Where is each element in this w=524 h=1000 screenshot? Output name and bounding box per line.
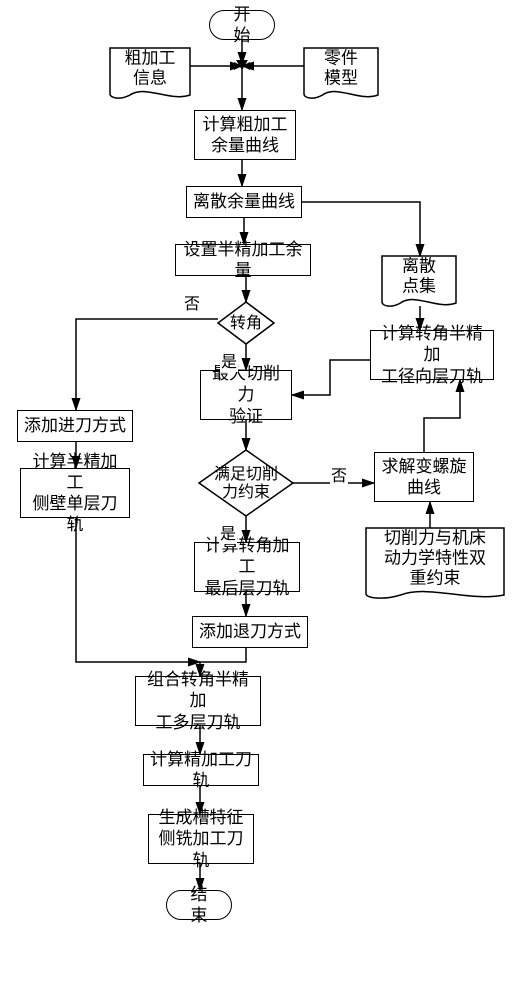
discretize-process: 离散余量曲线 bbox=[186, 186, 302, 218]
svg-text:切削力与机床: 切削力与机床 bbox=[384, 529, 486, 548]
add-lead-in-process: 添加进刀方式 bbox=[17, 410, 133, 442]
calc-finish-label: 计算精加工刀轨 bbox=[150, 749, 252, 792]
gen-slot-process: 生成槽特征 侧铣加工刀轨 bbox=[148, 814, 254, 864]
svg-text:动力学特性双: 动力学特性双 bbox=[384, 549, 486, 568]
solve-heli-process: 求解变螺旋 曲线 bbox=[374, 452, 474, 502]
add-retract-process: 添加退刀方式 bbox=[192, 616, 308, 648]
start-terminator: 开始 bbox=[209, 10, 275, 40]
svg-text:满足切削: 满足切削 bbox=[214, 465, 278, 483]
set-semi-process: 设置半精加工余量 bbox=[175, 244, 311, 276]
svg-text:重约束: 重约束 bbox=[410, 569, 461, 588]
combine-label: 组合转角半精加 工多层刀轨 bbox=[142, 669, 254, 733]
combine-process: 组合转角半精加 工多层刀轨 bbox=[135, 676, 261, 726]
svg-text:离散: 离散 bbox=[402, 257, 436, 276]
end-label: 结束 bbox=[185, 884, 213, 927]
svg-text:力约束: 力约束 bbox=[222, 483, 270, 501]
calc-semi-wall-process: 计算半精加工 侧壁单层刀轨 bbox=[20, 468, 130, 518]
calc-rough-process: 计算粗加工 余量曲线 bbox=[194, 110, 296, 160]
constraint-no-label: 否 bbox=[330, 462, 348, 486]
add-retract-label: 添加退刀方式 bbox=[199, 621, 301, 642]
svg-text:转角: 转角 bbox=[230, 314, 262, 332]
corner-yes-label: 是 bbox=[220, 348, 238, 372]
add-lead-in-label: 添加进刀方式 bbox=[24, 415, 126, 436]
end-terminator: 结束 bbox=[166, 890, 232, 920]
start-label: 开始 bbox=[228, 4, 256, 47]
calc-radial-label: 计算转角半精加 工径向层刀轨 bbox=[377, 323, 487, 387]
max-force-process: 最大切削力 验证 bbox=[200, 370, 292, 420]
constraint-yes-label: 是 bbox=[219, 520, 237, 544]
gen-slot-label: 生成槽特征 侧铣加工刀轨 bbox=[155, 807, 247, 871]
svg-text:粗加工: 粗加工 bbox=[125, 49, 176, 68]
calc-finish-process: 计算精加工刀轨 bbox=[143, 754, 259, 786]
solve-heli-label: 求解变螺旋 曲线 bbox=[382, 456, 467, 499]
calc-last-label: 计算转角加工 最后层刀轨 bbox=[201, 535, 293, 599]
svg-text:零件: 零件 bbox=[324, 49, 358, 68]
calc-rough-label: 计算粗加工 余量曲线 bbox=[203, 114, 288, 157]
discretize-label: 离散余量曲线 bbox=[193, 191, 295, 212]
set-semi-label: 设置半精加工余量 bbox=[182, 239, 304, 282]
calc-radial-process: 计算转角半精加 工径向层刀轨 bbox=[370, 330, 494, 380]
calc-semi-wall-label: 计算半精加工 侧壁单层刀轨 bbox=[27, 451, 123, 536]
max-force-label: 最大切削力 验证 bbox=[207, 363, 285, 427]
svg-text:模型: 模型 bbox=[324, 69, 358, 88]
svg-text:信息: 信息 bbox=[133, 69, 167, 88]
corner-no-label: 否 bbox=[183, 290, 201, 314]
svg-text:点集: 点集 bbox=[402, 277, 436, 296]
calc-last-process: 计算转角加工 最后层刀轨 bbox=[194, 542, 300, 592]
